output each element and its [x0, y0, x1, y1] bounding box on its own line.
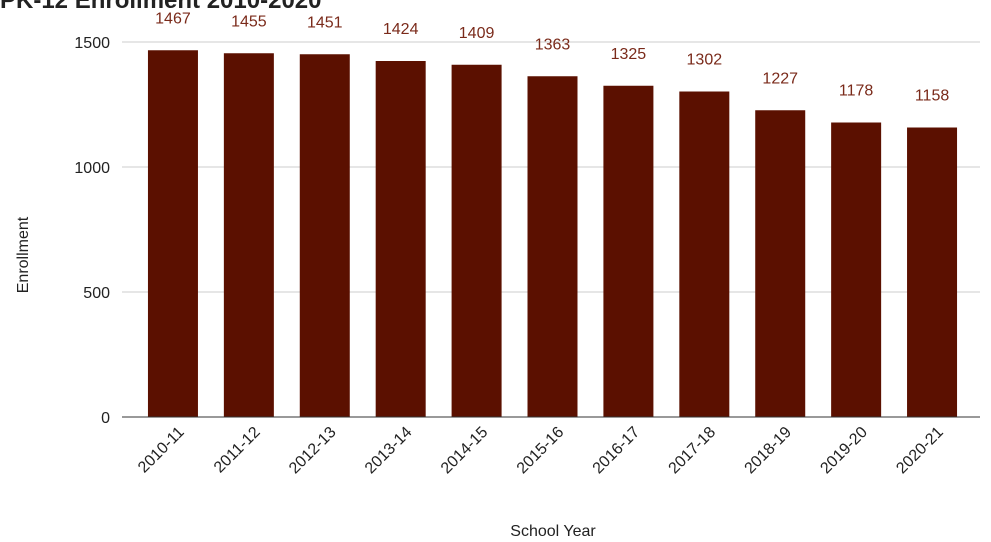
- x-tick-label: 2010-11: [135, 424, 188, 477]
- chart-title: PK-12 Enrollment 2010-2020: [0, 0, 321, 14]
- y-tick-label: 0: [101, 410, 110, 427]
- bar: [299, 54, 350, 417]
- bar: [679, 91, 730, 417]
- data-label: 1227: [762, 70, 798, 87]
- data-label: 1409: [459, 25, 495, 42]
- bar: [603, 85, 654, 417]
- data-label: 1424: [383, 21, 419, 38]
- x-tick-label: 2020-21: [893, 424, 947, 478]
- bar: [527, 76, 578, 417]
- y-axis-title: Enrollment: [15, 216, 32, 293]
- x-tick-label: 2014-15: [438, 424, 492, 478]
- data-label: 1363: [535, 36, 571, 53]
- bar: [451, 64, 502, 417]
- y-tick-label: 1000: [74, 160, 110, 177]
- bar: [147, 50, 198, 417]
- x-tick-label: 2016-17: [590, 424, 644, 478]
- x-axis-title: School Year: [510, 523, 596, 540]
- x-tick-label: 2019-20: [817, 424, 871, 478]
- x-tick-label: 2017-18: [666, 424, 720, 478]
- bar: [831, 122, 882, 417]
- y-tick-label: 500: [83, 285, 110, 302]
- x-tick-label: 2012-13: [286, 424, 340, 478]
- data-label: 1302: [687, 52, 723, 69]
- bar: [907, 127, 958, 417]
- x-tick-label: 2013-14: [362, 424, 416, 478]
- bar: [375, 61, 426, 417]
- data-label: 1455: [231, 13, 267, 30]
- data-label: 1451: [307, 14, 343, 31]
- x-tick-label: 2018-19: [742, 424, 796, 478]
- x-tick-label: 2011-12: [211, 424, 264, 477]
- data-label: 1325: [611, 46, 647, 63]
- data-label: 1158: [915, 88, 950, 105]
- x-tick-label: 2015-16: [514, 424, 568, 478]
- data-label: 1178: [839, 83, 874, 100]
- bar: [755, 110, 806, 417]
- bar: [223, 53, 274, 417]
- y-tick-label: 1500: [74, 35, 110, 52]
- data-label: 1467: [155, 10, 191, 27]
